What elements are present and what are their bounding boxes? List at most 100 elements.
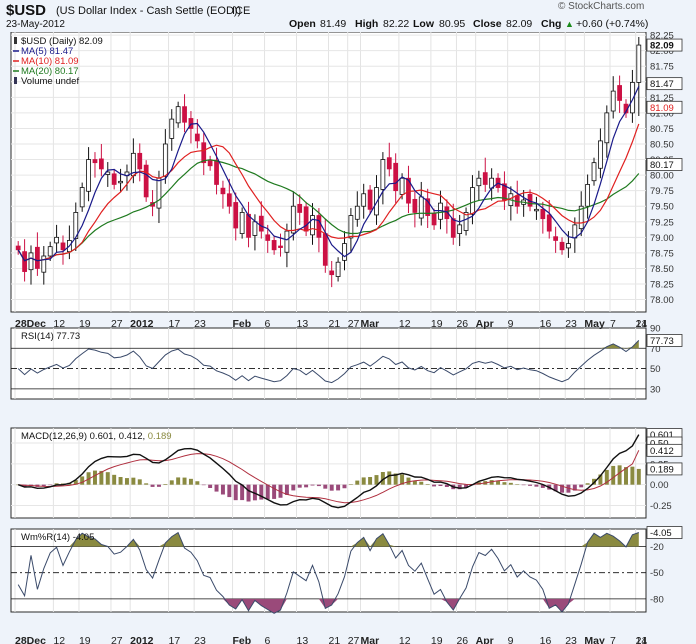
macd-histogram-bar [99,470,104,485]
macd-histogram-bar [585,483,590,485]
candle-body [252,221,258,236]
macd-histogram-bar [265,484,270,500]
macd-histogram-bar [579,484,584,488]
macd-histogram-bar [246,484,251,502]
chart-panels: 28Dec 12 19 27 2012 17 23 Feb 6 13 21 27 Mar 12 19 26 Ap… [10,32,683,644]
macd-histogram-bar [489,480,494,485]
x-tick-label: 13 [297,318,309,330]
macd-histogram-bar [131,477,136,485]
candle-body [182,106,187,123]
macd-histogram-bar [464,484,469,488]
x-tick-label: Apr [476,318,494,330]
candle-body [41,255,47,273]
low-label: Low [413,18,435,30]
macd-histogram-bar [48,484,53,486]
candle-body [585,184,591,207]
candle-body [546,214,552,232]
macd-histogram-bar [329,484,334,491]
value-tag [646,100,683,114]
candle-body [450,218,456,238]
x-tick-label: 9 [508,318,514,330]
open-value: 81.49 [320,18,346,30]
x-tick-label: Apr [476,635,494,644]
x-tick-label: 9 [508,635,514,644]
y-tick-label: 50 [650,364,661,375]
x-tick-label: 19 [79,635,91,644]
candle-body [239,212,245,234]
y-tick-label: 78.50 [650,264,674,275]
y-tick-label: -0.25 [650,501,672,512]
candle-body [201,142,207,164]
candle-body [431,213,437,226]
legend-entry: $USD (Daily) 82.09 [21,36,103,47]
macd-histogram-bar [387,471,392,485]
y-tick-label: -80 [650,594,664,605]
macd-histogram-bar [86,472,91,485]
value-tag [646,38,683,52]
macd-histogram-bar [54,483,59,485]
macd-histogram-bar [297,484,302,488]
macd-histogram-bar [176,477,181,485]
candle-body [258,215,264,232]
x-tick-label: 19 [431,635,443,644]
macd-histogram-bar [425,484,430,485]
x-tick-label: 7 [610,635,616,644]
macd-histogram-bar [496,480,501,485]
candle-body [226,193,232,207]
macd-histogram-bar [112,474,117,485]
chg-label: Chg [541,18,561,30]
x-tick-label: 6 [265,635,271,644]
macd-signal-line [18,450,640,504]
chg-up-icon: ▲ [565,19,574,29]
y-tick-label: 78.25 [650,280,674,291]
chart-header: $USD (US Dollar Index - Cash Settle (EOD… [0,0,696,32]
candle-body [47,246,53,257]
y-tick-label: 78.00 [650,295,674,306]
candle-body [79,187,85,208]
value-tag-label: 0.412 [650,446,674,457]
x-tick-label: 12 [53,318,65,330]
macd-histogram-bar [195,481,200,485]
brand-watermark: © StockCharts.com [558,1,644,12]
candle-body [233,202,239,229]
x-tick-label: 23 [194,635,206,644]
macd-histogram-bar [515,484,520,485]
candle-body [636,44,642,83]
x-tick-label: 23 [194,318,206,330]
value-tag-label: 0.601 [650,430,674,441]
x-tick-label: Feb [233,635,252,644]
macd-histogram-bar [630,466,635,485]
legend-entry: MA(5) 81.47 [21,46,73,57]
y-tick-label: 82.25 [650,32,674,42]
candle-body [348,215,354,239]
low-value: 80.95 [439,18,465,30]
value-tag [646,526,683,539]
macd-histogram-bar [419,481,424,485]
legend-entry: MA(10) 81.09 [21,56,79,67]
candle-body [60,242,66,251]
value-tag-label: 81.47 [650,79,674,90]
y-tick-label: 78.75 [650,248,674,259]
wmr-line [17,531,639,614]
macd-histogram-bar [316,484,321,487]
macd-histogram-bar [406,477,411,485]
macd-histogram-bar [291,484,296,491]
ma5-line [17,86,640,262]
macd-histogram-bar [233,484,238,501]
macd-histogram-bar [508,482,513,485]
macd-histogram-bar [323,484,328,489]
candle-body [630,82,635,114]
candle-body [374,187,379,216]
value-tag-label: 80.17 [650,160,674,171]
y-tick-label: 81.75 [650,62,674,73]
macd-histogram-bar [201,484,206,486]
y-tick-label: 0.00 [650,480,669,491]
x-tick-label: 28Dec [15,318,46,330]
exchange-label: ICE [232,5,250,17]
macd-histogram-bar [553,484,558,492]
open-label: Open [289,18,316,30]
macd-histogram-bar [438,484,443,486]
x-tick-label: 23 [565,635,577,644]
candle-body [322,233,328,266]
